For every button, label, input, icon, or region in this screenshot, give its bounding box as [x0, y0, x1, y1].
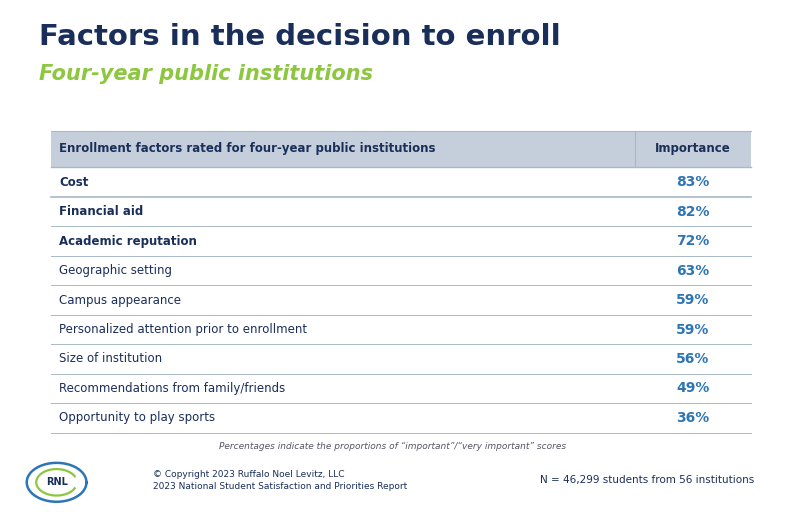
Text: Opportunity to play sports: Opportunity to play sports — [59, 412, 215, 424]
Text: 56%: 56% — [676, 352, 710, 366]
Text: Importance: Importance — [655, 142, 731, 156]
Text: Percentages indicate the proportions of “important”/“very important” scores: Percentages indicate the proportions of … — [219, 442, 567, 451]
Bar — [51, 131, 751, 167]
Text: 36%: 36% — [676, 411, 710, 425]
Text: Size of institution: Size of institution — [59, 352, 162, 366]
Text: Financial aid: Financial aid — [59, 205, 143, 218]
Text: 59%: 59% — [676, 323, 710, 336]
Text: Personalized attention prior to enrollment: Personalized attention prior to enrollme… — [59, 323, 307, 336]
Text: Cost: Cost — [59, 176, 88, 188]
Text: Recommendations from family/friends: Recommendations from family/friends — [59, 382, 285, 395]
Text: N = 46,299 students from 56 institutions: N = 46,299 students from 56 institutions — [540, 475, 755, 485]
Text: © Copyright 2023 Ruffalo Noel Levitz, LLC: © Copyright 2023 Ruffalo Noel Levitz, LL… — [153, 470, 345, 479]
Text: Campus appearance: Campus appearance — [59, 293, 181, 307]
Text: Factors in the decision to enroll: Factors in the decision to enroll — [39, 23, 561, 51]
Text: Geographic setting: Geographic setting — [59, 264, 172, 277]
Text: Four-year public institutions: Four-year public institutions — [39, 64, 373, 84]
Text: 2023 National Student Satisfaction and Priorities Report: 2023 National Student Satisfaction and P… — [153, 482, 407, 491]
Text: Academic reputation: Academic reputation — [59, 234, 196, 248]
Text: 83%: 83% — [676, 175, 710, 189]
Text: 72%: 72% — [676, 234, 710, 248]
Text: 59%: 59% — [676, 293, 710, 307]
Text: 82%: 82% — [676, 205, 710, 219]
Text: Enrollment factors rated for four-year public institutions: Enrollment factors rated for four-year p… — [59, 142, 435, 156]
Text: 63%: 63% — [676, 264, 710, 278]
Text: RNL: RNL — [46, 477, 68, 487]
Text: 49%: 49% — [676, 381, 710, 395]
